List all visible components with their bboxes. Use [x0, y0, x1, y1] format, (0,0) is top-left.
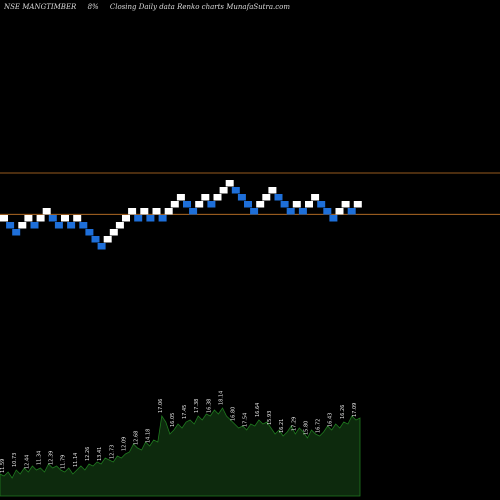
renko-brick-up — [335, 208, 344, 215]
renko-brick-down — [347, 208, 356, 215]
renko-brick-up — [140, 208, 149, 215]
volume-label: 11.14 — [73, 453, 79, 467]
renko-brick-down — [79, 222, 88, 229]
volume-label: 12.26 — [85, 447, 91, 461]
renko-brick-up — [0, 215, 8, 222]
renko-brick-up — [109, 229, 118, 236]
volume-label: 16.80 — [231, 407, 237, 421]
volume-label: 17.06 — [158, 399, 164, 413]
renko-brick-down — [244, 201, 252, 208]
renko-brick-down — [329, 215, 338, 222]
renko-brick-down — [6, 222, 15, 229]
renko-brick-up — [353, 201, 362, 208]
renko-brick-down — [317, 201, 326, 208]
renko-brick-up — [122, 215, 130, 222]
chart-header: NSE MANGTIMBER 8% Closing Daily data Ren… — [4, 3, 496, 11]
renko-brick-up — [176, 194, 185, 201]
renko-brick-down — [91, 236, 100, 243]
renko-brick-down — [286, 208, 295, 215]
renko-brick-up — [18, 222, 27, 229]
renko-brick-up — [73, 215, 82, 222]
renko-brick-down — [54, 222, 63, 229]
renko-brick-up — [268, 187, 277, 194]
volume-label: 16.64 — [255, 403, 261, 417]
renko-brick-down — [298, 208, 307, 215]
volume-label: 16.38 — [206, 399, 212, 413]
renko-brick-up — [195, 201, 204, 208]
renko-brick-up — [24, 215, 33, 222]
renko-brick-up — [341, 201, 350, 208]
caption-label: Closing Daily data Renko charts MunafaSu… — [109, 3, 291, 11]
renko-brick-up — [213, 194, 222, 201]
renko-brick-up — [219, 187, 228, 194]
volume-label: 16.05 — [170, 413, 176, 427]
renko-brick-down — [134, 215, 143, 222]
renko-brick-up — [115, 222, 124, 229]
volume-label: 12.09 — [121, 437, 127, 451]
renko-brick-up — [152, 208, 161, 215]
renko-brick-down — [12, 229, 21, 236]
volume-area — [0, 407, 361, 497]
renko-brick-down — [85, 229, 94, 236]
volume-label: 11.34 — [36, 451, 42, 465]
volume-label: 17.29 — [291, 417, 297, 431]
renko-brick-up — [128, 208, 137, 215]
renko-brick-up — [36, 215, 45, 222]
renko-brick-down — [231, 187, 240, 194]
renko-brick-down — [67, 222, 76, 229]
volume-label: 15.80 — [303, 421, 309, 435]
renko-brick-down — [323, 208, 332, 215]
volume-label: 16.21 — [279, 419, 285, 433]
renko-brick-up — [42, 208, 51, 215]
volume-label: 17.38 — [194, 399, 200, 413]
volume-label: 15.93 — [267, 411, 273, 425]
renko-brick-down — [30, 222, 39, 229]
renko-brick-down — [274, 194, 283, 201]
renko-brick-up — [292, 201, 301, 208]
volume-label: 17.45 — [182, 405, 188, 419]
renko-brick-down — [280, 201, 289, 208]
renko-brick-down — [48, 215, 57, 222]
volume-label: 18.14 — [219, 391, 225, 405]
symbol-label: NSE MANGTIMBER — [4, 3, 77, 11]
volume-label: 12.68 — [134, 431, 140, 445]
renko-brick-up — [201, 194, 210, 201]
volume-label: 16.43 — [328, 413, 334, 427]
renko-brick-down — [146, 215, 155, 222]
renko-brick-up — [256, 201, 265, 208]
volume-label: 11.59 — [0, 459, 6, 473]
volume-label: 10.73 — [12, 453, 18, 467]
volume-label: 16.72 — [316, 419, 322, 433]
volume-label: 12.44 — [24, 455, 30, 469]
renko-brick-up — [225, 180, 234, 187]
volume-label: 11.79 — [61, 455, 67, 469]
renko-brick-up — [103, 236, 112, 243]
renko-brick-up — [311, 194, 320, 201]
renko-brick-up — [305, 201, 313, 208]
change-label: 8% — [87, 3, 101, 11]
renko-brick-up — [164, 208, 173, 215]
renko-brick-up — [61, 215, 69, 222]
volume-label: 12.73 — [109, 445, 115, 459]
volume-label: 16.26 — [340, 405, 346, 419]
renko-brick-up — [170, 201, 179, 208]
volume-label: 17.54 — [243, 413, 249, 427]
volume-label: 12.39 — [49, 451, 55, 465]
renko-brick-down — [158, 215, 167, 222]
renko-brick-down — [237, 194, 246, 201]
renko-brick-down — [189, 208, 198, 215]
volume-label: 17.09 — [352, 403, 358, 417]
renko-brick-down — [207, 201, 216, 208]
volume-label: 13.41 — [97, 447, 103, 461]
renko-brick-down — [183, 201, 191, 208]
renko-brick-down — [250, 208, 259, 215]
renko-brick-down — [97, 243, 106, 250]
renko-brick-up — [262, 194, 271, 201]
volume-label: 14.18 — [146, 429, 152, 443]
